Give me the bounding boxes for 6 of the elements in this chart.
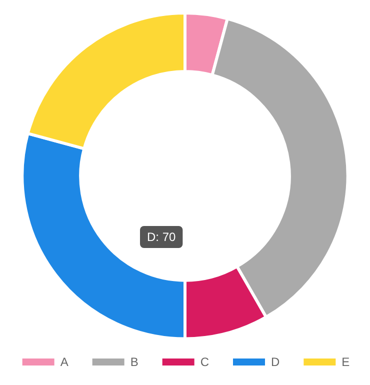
legend-label: B: [130, 355, 138, 369]
legend-label: E: [342, 355, 350, 369]
legend-label: C: [200, 355, 210, 369]
text: D: 70: [147, 230, 176, 244]
legend-label: D: [271, 355, 280, 369]
legend-label: A: [60, 355, 68, 369]
